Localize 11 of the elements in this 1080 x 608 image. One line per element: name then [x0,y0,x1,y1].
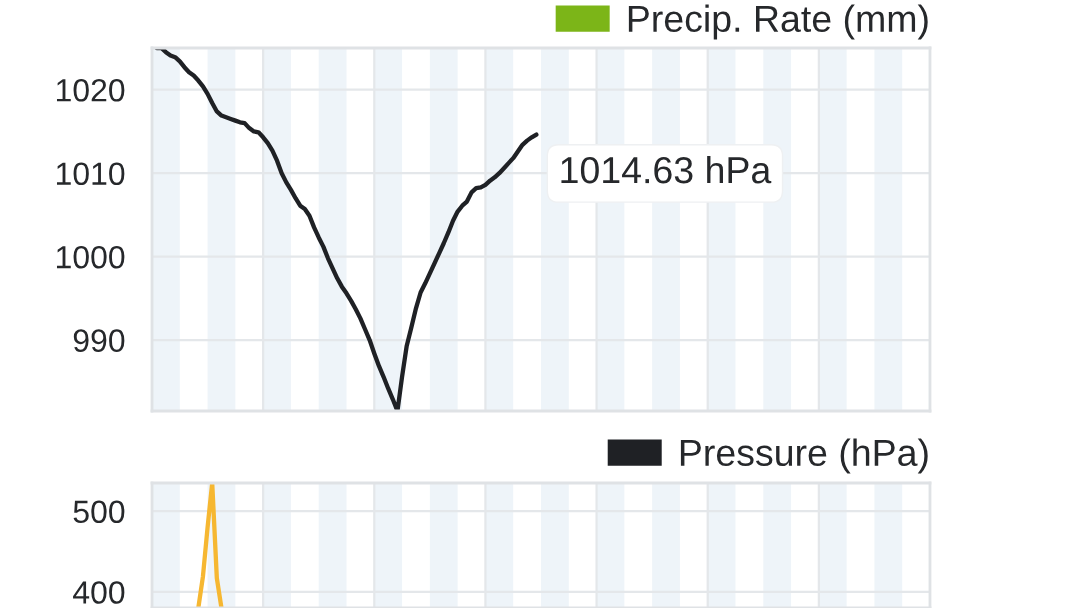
line-series [154,48,539,411]
y-tick-label: 500 [73,500,125,524]
y-tick-label: 1020 [56,78,125,102]
legend-label: Pressure (hPa) [680,438,928,474]
y-tick-label: 1010 [56,162,125,186]
legend-label: Precip. Rate (mm) [628,4,928,40]
line-series [196,483,224,608]
y-tick-label: 1000 [56,245,125,269]
annotation: 1014.63 hPa [561,155,772,184]
y-tick-label: 400 [73,581,125,604]
y-tick-label: 990 [73,329,125,352]
